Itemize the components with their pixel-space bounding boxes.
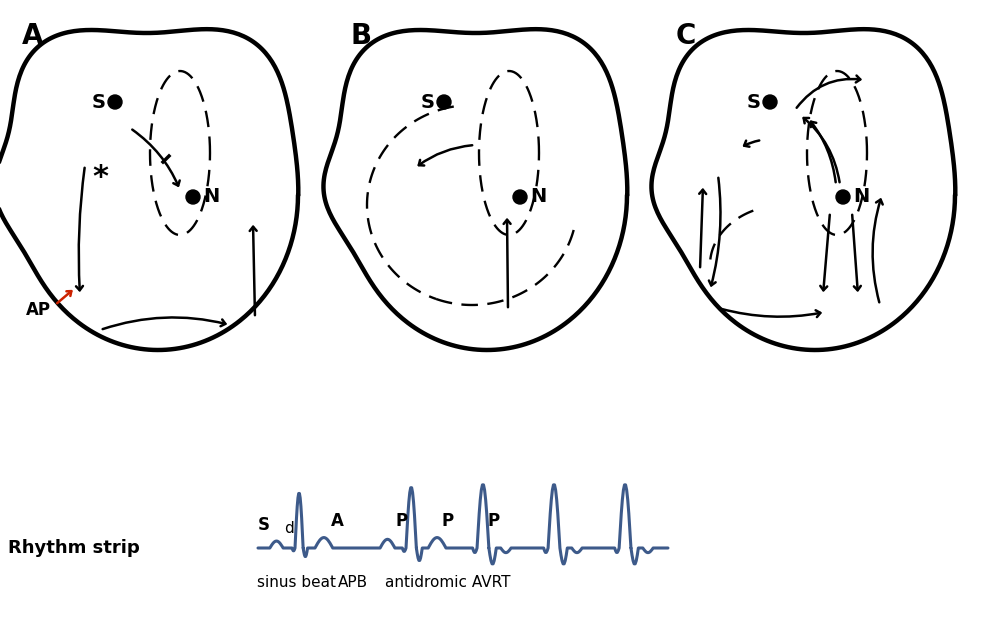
Circle shape xyxy=(836,190,850,204)
Text: B: B xyxy=(350,22,371,50)
Text: P: P xyxy=(487,512,499,530)
Text: sinus beat: sinus beat xyxy=(257,575,336,590)
Circle shape xyxy=(108,95,122,109)
Text: antidromic AVRT: antidromic AVRT xyxy=(384,575,510,590)
Text: APB: APB xyxy=(338,575,368,590)
Text: AP: AP xyxy=(26,301,50,319)
Text: A: A xyxy=(22,22,43,50)
Text: N: N xyxy=(203,188,219,207)
Text: N: N xyxy=(853,188,869,207)
Text: C: C xyxy=(676,22,697,50)
Circle shape xyxy=(437,95,451,109)
Text: N: N xyxy=(530,188,546,207)
Text: S: S xyxy=(747,93,761,113)
Text: A: A xyxy=(331,512,344,530)
Text: d: d xyxy=(285,521,294,536)
Text: *: * xyxy=(92,163,108,193)
Circle shape xyxy=(763,95,777,109)
Text: Rhythm strip: Rhythm strip xyxy=(8,539,139,557)
Text: P: P xyxy=(442,512,453,530)
Circle shape xyxy=(513,190,527,204)
Text: P: P xyxy=(395,512,408,530)
Circle shape xyxy=(186,190,200,204)
Text: S: S xyxy=(421,93,435,113)
Text: S: S xyxy=(92,93,106,113)
Text: S: S xyxy=(258,516,270,534)
